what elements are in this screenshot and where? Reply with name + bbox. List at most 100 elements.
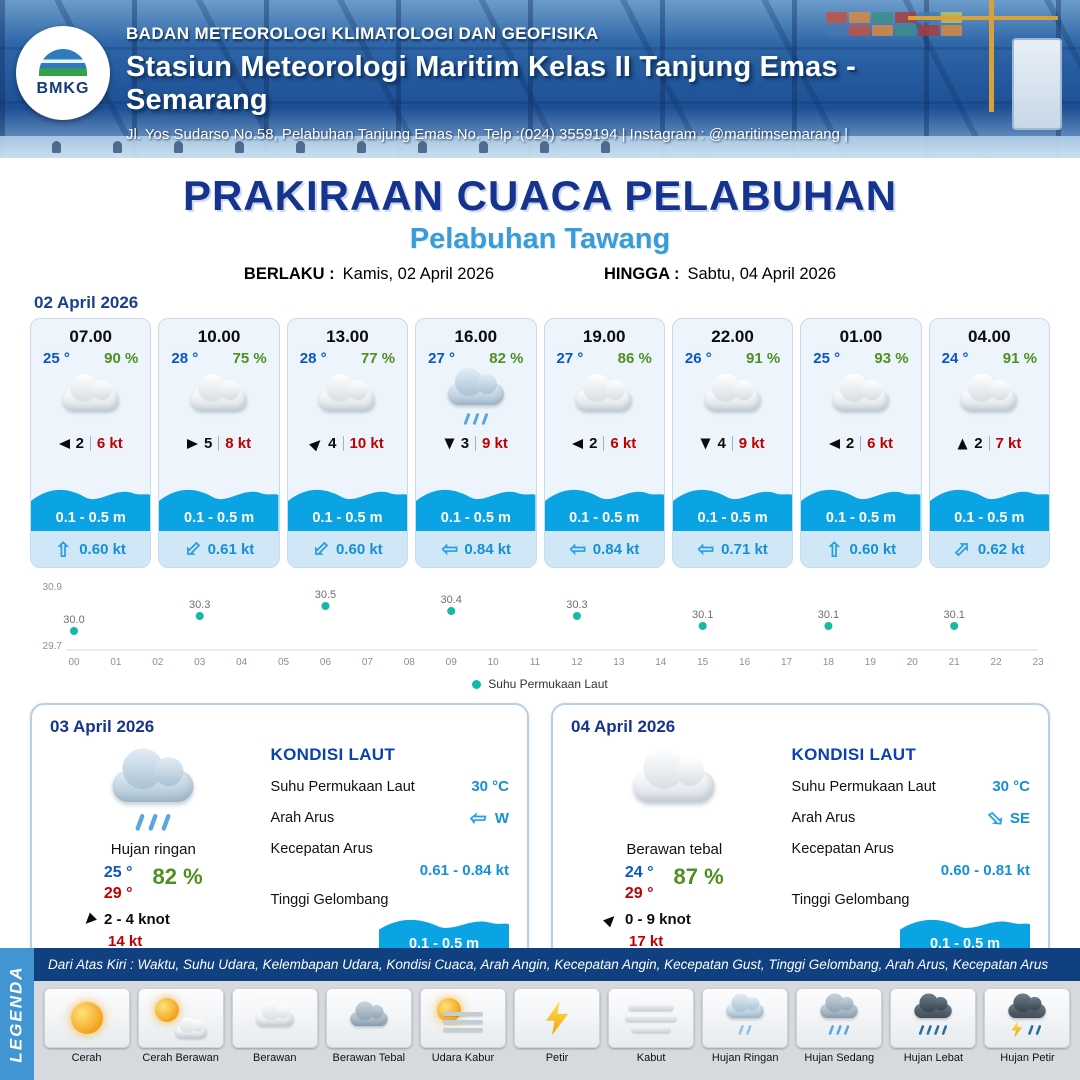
humidity: 91 % bbox=[1002, 350, 1037, 367]
outlook-date: 04 April 2026 bbox=[571, 717, 676, 736]
forecast-card-0700: 07.00 25 ° 90 % 2 6 kt 0.1 - 0.5 m 0.60 kt bbox=[30, 318, 152, 568]
outlook-date: 03 April 2026 bbox=[50, 717, 155, 736]
humidity: 87 % bbox=[673, 864, 724, 889]
fog-icon bbox=[625, 1000, 678, 1037]
cloudy-icon bbox=[832, 371, 889, 433]
wind-force: 4 bbox=[328, 435, 337, 452]
wind-speed: 6 kt bbox=[867, 435, 894, 452]
svg-text:05: 05 bbox=[278, 657, 290, 668]
current-row: 0.60 kt bbox=[801, 531, 921, 567]
divider bbox=[475, 436, 477, 451]
forecast-card-1300: 13.00 28 ° 77 % 4 10 kt 0.1 - 0.5 m 0.60 k… bbox=[286, 318, 409, 568]
humidity: 82 % bbox=[489, 350, 524, 367]
forecast-card-1600: 16.00 27 ° 82 % 3 9 kt 0.1 - 0.5 m 0.84 kt bbox=[415, 318, 537, 568]
wind-range: 2 - 4 knot bbox=[104, 911, 170, 928]
time-label: 16.00 bbox=[454, 327, 498, 346]
svg-text:10: 10 bbox=[488, 657, 500, 668]
humidity: 82 % bbox=[152, 864, 203, 889]
terminal-floor-band bbox=[0, 136, 1080, 158]
light-rain-icon bbox=[112, 747, 194, 831]
svg-text:22: 22 bbox=[991, 657, 1003, 668]
current-row: 0.60 kt bbox=[287, 531, 408, 567]
sst-value: 30 °C bbox=[471, 778, 509, 795]
current-direction-icon bbox=[54, 541, 74, 558]
current-speed: 0.60 kt bbox=[849, 540, 897, 558]
temp-max: 29 ° bbox=[103, 885, 133, 902]
valid-from-value: Kamis, 02 April 2026 bbox=[342, 265, 494, 283]
time-label: 04.00 bbox=[968, 327, 1011, 346]
wind-force: 2 bbox=[589, 435, 598, 452]
svg-text:13: 13 bbox=[613, 657, 625, 668]
humidity: 91 % bbox=[746, 350, 781, 367]
divider bbox=[860, 436, 862, 451]
temp-max: 29 ° bbox=[624, 885, 654, 902]
forecast-card-2200: 22.00 26 ° 91 % 4 9 kt 0.1 - 0.5 m 0.71 kt bbox=[671, 318, 794, 568]
condition-label: Berawan tebal bbox=[626, 841, 723, 858]
cloudy-icon bbox=[319, 371, 376, 433]
sst-chart: 30.9 29.7 00 01 02 03 04 05 06 07 08 09 10 11 12 13 14 15… bbox=[43, 582, 1044, 668]
svg-text:30.1: 30.1 bbox=[692, 609, 713, 621]
daily-outlook-row: 03 April 2026 Hujan ringan 25 ° 29 ° 82 … bbox=[30, 703, 1050, 972]
wave-height-value: 0.1 - 0.5 m bbox=[929, 936, 1001, 952]
wave-band: 0.1 - 0.5 m bbox=[929, 481, 1049, 531]
wave-band: 0.1 - 0.5 m bbox=[672, 481, 793, 531]
legend-vertical-bar: LEGENDA bbox=[0, 948, 34, 1080]
wind-row: 4 9 kt bbox=[700, 435, 765, 452]
sst-legend-label: Suhu Permukaan Laut bbox=[488, 677, 608, 691]
light-rain-icon bbox=[726, 993, 764, 1036]
time-label: 07.00 bbox=[69, 327, 112, 346]
wave-height-value: 0.1 - 0.5 m bbox=[408, 936, 480, 952]
time-label: 01.00 bbox=[839, 327, 883, 346]
svg-text:08: 08 bbox=[404, 657, 416, 668]
outlook-card-04-april: 04 April 2026 Berawan tebal 24 ° 29 ° 87… bbox=[551, 703, 1050, 972]
humidity: 77 % bbox=[360, 350, 396, 367]
valid-from: BERLAKU : Kamis, 02 April 2026 bbox=[244, 265, 494, 284]
legend-item-berawan-tebal: Berawan Tebal bbox=[324, 988, 413, 1075]
wind-speed: 10 kt bbox=[349, 435, 384, 452]
wind-range: 0 - 9 knot bbox=[625, 911, 691, 928]
humidity: 93 % bbox=[874, 350, 909, 367]
svg-text:11: 11 bbox=[530, 657, 541, 668]
current-direction-icon bbox=[471, 808, 488, 828]
current-row: 0.84 kt bbox=[416, 531, 536, 567]
current-speed: 0.61 kt bbox=[207, 540, 255, 558]
wind-force: 2 bbox=[75, 435, 84, 452]
current-speed-label: Kecepatan Arus bbox=[791, 841, 894, 857]
bmkg-logo-text: BMKG bbox=[36, 79, 90, 97]
valid-to-label: HINGGA : bbox=[604, 265, 680, 283]
bmkg-globe-icon bbox=[39, 48, 87, 76]
current-speed: 0.71 kt bbox=[721, 540, 768, 558]
legend-item-udara-kabur: Udara Kabur bbox=[418, 988, 507, 1075]
sst-chart-section: 30.9 29.7 00 01 02 03 04 05 06 07 08 09 10 11 12 13 14 15… bbox=[30, 576, 1050, 691]
sst-label: Suhu Permukaan Laut bbox=[791, 778, 936, 795]
wind-force: 3 bbox=[460, 435, 470, 452]
wave-band: 0.1 - 0.5 m bbox=[416, 481, 536, 531]
svg-text:06: 06 bbox=[320, 657, 332, 668]
wind-direction-icon bbox=[828, 438, 840, 449]
svg-text:20: 20 bbox=[907, 657, 919, 668]
temp-min: 24 ° bbox=[624, 864, 654, 881]
current-direction-icon bbox=[179, 536, 205, 562]
port-name: Pelabuhan Tawang bbox=[409, 223, 671, 255]
sun-cloud-icon bbox=[154, 998, 207, 1038]
time-label: 10.00 bbox=[197, 327, 241, 346]
wind-force: 2 bbox=[845, 435, 855, 452]
wind-speed: 9 kt bbox=[482, 435, 508, 452]
valid-to-value: Sabtu, 04 April 2026 bbox=[687, 265, 837, 283]
svg-text:00: 00 bbox=[68, 657, 80, 668]
wind-speed: 8 kt bbox=[225, 435, 252, 452]
wave-band: 0.1 - 0.5 m bbox=[801, 481, 921, 531]
sun-icon bbox=[70, 1002, 103, 1034]
sea-conditions-heading: KONDISI LAUT bbox=[791, 745, 917, 764]
wind-direction-icon bbox=[957, 438, 968, 449]
current-direction-icon bbox=[697, 539, 714, 559]
lightning-icon bbox=[546, 1001, 569, 1035]
crane-arm-decor bbox=[908, 16, 1058, 20]
wind-row: 5 8 kt bbox=[186, 435, 252, 452]
thunderstorm-icon bbox=[1008, 993, 1047, 1038]
condition-label: Hujan ringan bbox=[110, 841, 196, 858]
svg-text:30.1: 30.1 bbox=[818, 609, 839, 621]
time-label: 13.00 bbox=[326, 327, 369, 346]
wave-height: 0.1 - 0.5 m bbox=[954, 510, 1025, 526]
haze-icon bbox=[436, 998, 489, 1038]
